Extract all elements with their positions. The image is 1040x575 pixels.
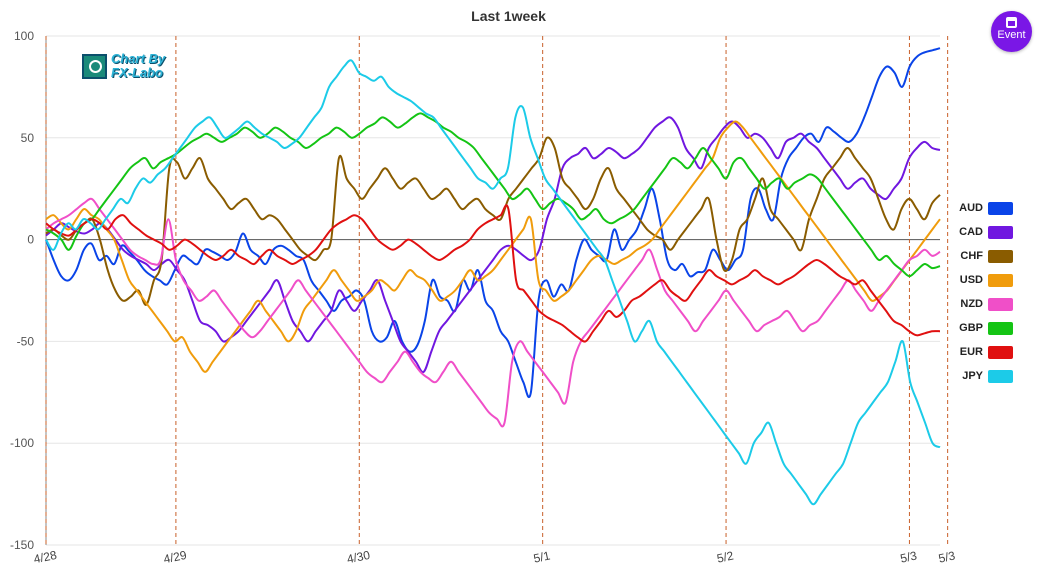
legend-item-jpy[interactable]: JPY bbox=[955, 364, 1013, 388]
chart-title: Last 1week bbox=[471, 8, 546, 24]
legend-label: EUR bbox=[959, 346, 983, 358]
day-separator-lines bbox=[45, 36, 949, 545]
legend-swatch bbox=[988, 297, 1013, 311]
calendar-icon bbox=[1006, 17, 1017, 28]
event-button-label: Event bbox=[997, 29, 1026, 41]
y-tick-label: -150 bbox=[10, 538, 34, 552]
legend-item-aud[interactable]: AUD bbox=[955, 196, 1013, 220]
series-line-chf[interactable] bbox=[45, 136, 941, 306]
y-tick-label: 100 bbox=[14, 29, 34, 43]
x-tick-label: 5/3 bbox=[937, 548, 957, 565]
x-tick-label: 5/3 bbox=[899, 548, 919, 565]
event-button[interactable]: Event bbox=[991, 11, 1032, 52]
x-tick-label: 4/29 bbox=[162, 548, 188, 567]
series-line-aud[interactable] bbox=[45, 47, 941, 399]
y-tick-label: -50 bbox=[17, 334, 35, 348]
chart-legend: AUD CAD CHF USD NZD GBP EUR JPY bbox=[955, 196, 1013, 388]
legend-swatch bbox=[988, 225, 1013, 239]
legend-item-gbp[interactable]: GBP bbox=[955, 316, 1013, 340]
legend-swatch bbox=[988, 321, 1013, 335]
series-line-gbp[interactable] bbox=[45, 112, 941, 278]
series-line-usd[interactable] bbox=[45, 120, 941, 373]
series-line-jpy[interactable] bbox=[45, 59, 941, 506]
x-axis-ticks: 4/28 4/29 4/30 5/1 5/2 5/3 5/3 bbox=[32, 548, 956, 567]
logo-line-1: Chart By bbox=[111, 51, 166, 66]
legend-swatch bbox=[988, 273, 1013, 287]
series-line-nzd[interactable] bbox=[45, 197, 941, 428]
y-tick-label: 0 bbox=[27, 233, 34, 247]
chart-logo-icon bbox=[82, 54, 107, 79]
series-line-cad[interactable] bbox=[45, 116, 941, 374]
y-axis-ticks: 100 50 0 -50 -100 -150 bbox=[10, 29, 34, 552]
legend-item-chf[interactable]: CHF bbox=[955, 244, 1013, 268]
x-tick-label: 5/2 bbox=[716, 548, 736, 565]
legend-swatch bbox=[988, 201, 1013, 215]
legend-label: CAD bbox=[959, 226, 983, 238]
legend-item-nzd[interactable]: NZD bbox=[955, 292, 1013, 316]
legend-item-usd[interactable]: USD bbox=[955, 268, 1013, 292]
x-tick-label: 4/28 bbox=[32, 548, 58, 567]
legend-item-cad[interactable]: CAD bbox=[955, 220, 1013, 244]
legend-swatch bbox=[988, 249, 1013, 263]
legend-swatch bbox=[988, 345, 1013, 359]
legend-label: CHF bbox=[960, 250, 983, 262]
legend-item-eur[interactable]: EUR bbox=[955, 340, 1013, 364]
y-tick-label: -100 bbox=[10, 436, 34, 450]
y-tick-label: 50 bbox=[21, 131, 35, 145]
x-tick-label: 5/1 bbox=[532, 548, 552, 565]
grid-lines bbox=[45, 35, 940, 546]
x-tick-label: 4/30 bbox=[346, 548, 372, 567]
series-lines bbox=[45, 47, 941, 506]
legend-swatch bbox=[988, 369, 1013, 383]
legend-label: NZD bbox=[960, 298, 983, 310]
legend-label: GBP bbox=[959, 322, 983, 334]
series-line-eur[interactable] bbox=[45, 204, 941, 343]
legend-label: JPY bbox=[962, 370, 983, 382]
logo-line-2: FX-Labo bbox=[111, 65, 163, 80]
legend-label: AUD bbox=[959, 202, 983, 214]
legend-label: USD bbox=[959, 274, 983, 286]
